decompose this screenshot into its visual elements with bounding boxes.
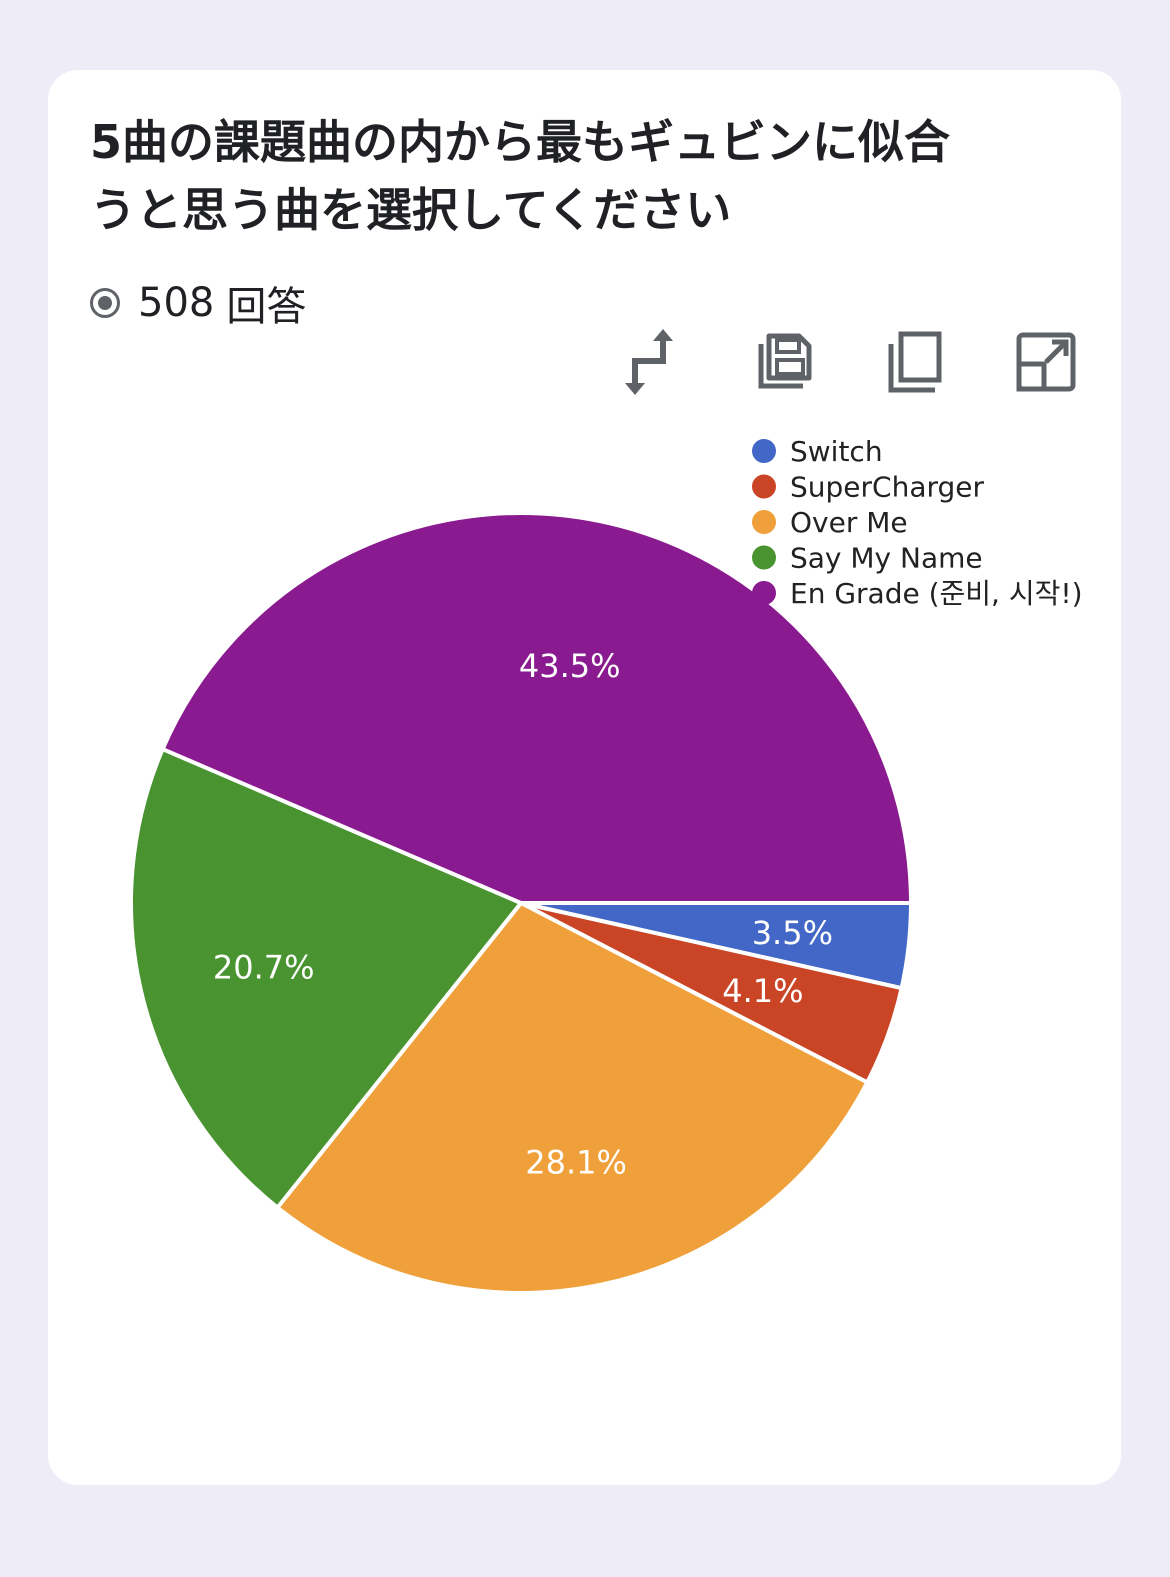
slice-percent-label: 3.5% [752, 914, 833, 952]
legend-label[interactable]: SuperCharger [790, 471, 985, 504]
swap-icon [625, 329, 673, 395]
question-card: 5曲の課題曲の内から最もギュビンに似合 うと思う曲を選択してください 508 回… [48, 70, 1121, 1485]
legend-label[interactable]: Over Me [790, 506, 908, 539]
question-title-line-1: 5曲の課題曲の内から最もギュビンに似合 [90, 115, 951, 169]
legend-marker [752, 510, 776, 534]
slice-percent-label: 4.1% [722, 972, 803, 1010]
radio-button-icon [90, 288, 120, 318]
question-title-line-2: うと思う曲を選択してください [90, 183, 732, 237]
swap-button[interactable] [618, 327, 688, 397]
open-in-new-button[interactable] [1011, 327, 1081, 397]
copy-icon [888, 331, 942, 393]
copy-button[interactable] [880, 327, 950, 397]
slice-percent-label: 43.5% [519, 647, 621, 685]
pie-chart: 3.5% 4.1% 28.1% 20.7% 43.5% SwitchSuperCharg… [129, 435, 1083, 1296]
legend-marker [752, 439, 776, 463]
legend-marker [752, 581, 776, 605]
response-label: 回答 [226, 284, 307, 330]
save-icon [758, 333, 812, 389]
legend-label[interactable]: En Grade (준비, 시작!) [790, 577, 1083, 610]
pie-slice-en-grade[interactable] [160, 511, 914, 905]
response-summary: 508 回答 [90, 278, 306, 330]
legend-label[interactable]: Say My Name [790, 542, 983, 575]
question-title: 5曲の課題曲の内から最もギュビンに似合 うと思う曲を選択してください [90, 108, 1070, 244]
pie-slice-over-me[interactable] [274, 900, 870, 1296]
response-count: 508 [138, 280, 215, 326]
pie-slice-say-my-name[interactable] [129, 746, 525, 1211]
save-button[interactable] [748, 327, 818, 397]
legend-marker [752, 545, 776, 570]
legend-marker [752, 474, 776, 499]
open-in-new-icon [1016, 332, 1076, 392]
slice-percent-label: 20.7% [213, 948, 315, 986]
slice-percent-label: 28.1% [525, 1143, 627, 1181]
legend-label[interactable]: Switch [790, 435, 883, 468]
